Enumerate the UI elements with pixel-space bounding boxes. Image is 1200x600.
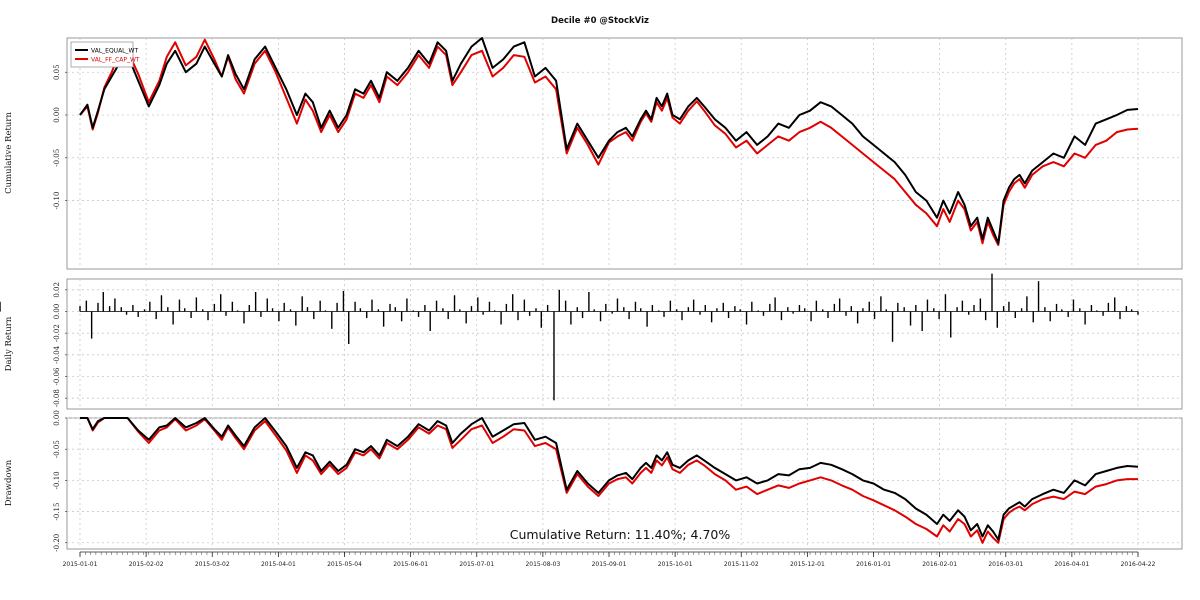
legend-label-ff-cap-wt: VAL_FF_CAP_WT (91, 57, 140, 64)
x-axis-tick-labels: 2015-01-01 2015-02-02 2015-03-02 2015-04-01… (63, 552, 1156, 568)
y-tick-label: 0.05 (53, 64, 61, 80)
x-tick-label: 2016-01-01 (856, 561, 891, 568)
x-tick-label: 2016-04-01 (1054, 561, 1089, 568)
daily-return-frame (66, 278, 1183, 410)
y-tick-label: 0.00 (53, 107, 61, 123)
x-tick-label: 2015-01-01 (63, 561, 98, 568)
x-tick-label: 2015-07-01 (459, 561, 494, 568)
y-tick-label: -0.06 (53, 367, 61, 385)
series-line-val-ff-cap-wt (79, 38, 1139, 246)
daily-return-axis-label: Daily Return (4, 316, 14, 371)
x-tick-label: 2016-03-01 (988, 561, 1023, 568)
x-axis: 2015-01-01 2015-02-02 2015-03-02 2015-04-01… (63, 551, 1156, 568)
daily-return-bars (0, 273, 1139, 401)
cumulative-return-lines (79, 37, 1139, 246)
y-tick-label: 0.02 (53, 282, 61, 298)
legend-box (70, 41, 134, 68)
cumulative-return-frame (66, 37, 1183, 270)
y-tick-label: -0.15 (53, 503, 61, 521)
drawdown-panel: 0.00 -0.05 -0.10 -0.15 -0.20 Drawdown Cumula… (4, 410, 1183, 552)
drawdown-lines (80, 417, 1139, 544)
y-tick-label: -0.10 (53, 192, 61, 210)
x-tick-label: 2015-04-01 (261, 561, 296, 568)
y-tick-label: -0.08 (53, 389, 61, 407)
cumulative-return-y-ticks: 0.05 0.00 -0.05 -0.10 (53, 64, 67, 210)
drawdown-frame (66, 417, 1183, 550)
y-tick-label: -0.05 (53, 149, 61, 167)
y-tick-label: -0.05 (53, 440, 61, 458)
cumulative-return-grid (67, 38, 1182, 269)
y-tick-label: -0.04 (53, 345, 61, 363)
legend: VAL_EQUAL_WT VAL_FF_CAP_WT (70, 41, 140, 68)
cumulative-return-panel: 0.05 0.00 -0.05 -0.10 Cumulative Return VAL… (4, 37, 1183, 270)
daily-return-y-ticks: 0.02 0.00 -0.02 -0.04 -0.06 -0.08 (53, 282, 67, 407)
x-tick-label: 2015-08-03 (525, 561, 560, 568)
chart-title: Decile #0 @StockViz (551, 16, 649, 26)
x-tick-label: 2016-04-22 (1121, 561, 1156, 568)
y-tick-label: 0.00 (53, 304, 61, 320)
daily-return-grid (67, 279, 1182, 409)
drawdown-grid (67, 417, 1182, 549)
x-tick-label: 2015-06-01 (393, 561, 428, 568)
x-tick-label: 2015-05-04 (327, 561, 362, 568)
x-tick-label: 2015-09-01 (592, 561, 627, 568)
x-tick-label: 2015-11-02 (724, 561, 759, 568)
series-line-val-equal-wt (79, 37, 1139, 245)
x-tick-label: 2016-02-01 (922, 561, 957, 568)
y-tick-label: -0.02 (53, 324, 61, 342)
y-tick-label: -0.10 (53, 471, 61, 489)
series-line-val-ff-cap-wt (80, 417, 1138, 544)
cumulative-return-annotation: Cumulative Return: 11.40%; 4.70% (510, 527, 731, 542)
x-tick-label: 2015-03-02 (195, 561, 230, 568)
x-tick-label: 2015-12-01 (790, 561, 825, 568)
cumulative-return-axis-label: Cumulative Return (4, 112, 14, 194)
drawdown-axis-label: Drawdown (4, 459, 14, 506)
x-tick-label: 2015-02-02 (129, 561, 164, 568)
drawdown-y-ticks: 0.00 -0.05 -0.10 -0.15 -0.20 (53, 410, 67, 552)
y-tick-label: -0.20 (53, 534, 61, 552)
legend-label-equal-wt: VAL_EQUAL_WT (91, 48, 138, 55)
series-line-val-equal-wt (80, 417, 1139, 541)
x-tick-label: 2015-10-01 (658, 561, 693, 568)
y-tick-label: 0.00 (53, 410, 61, 426)
daily-return-panel: 0.02 0.00 -0.02 -0.04 -0.06 -0.08 Daily Retur… (0, 273, 1183, 410)
